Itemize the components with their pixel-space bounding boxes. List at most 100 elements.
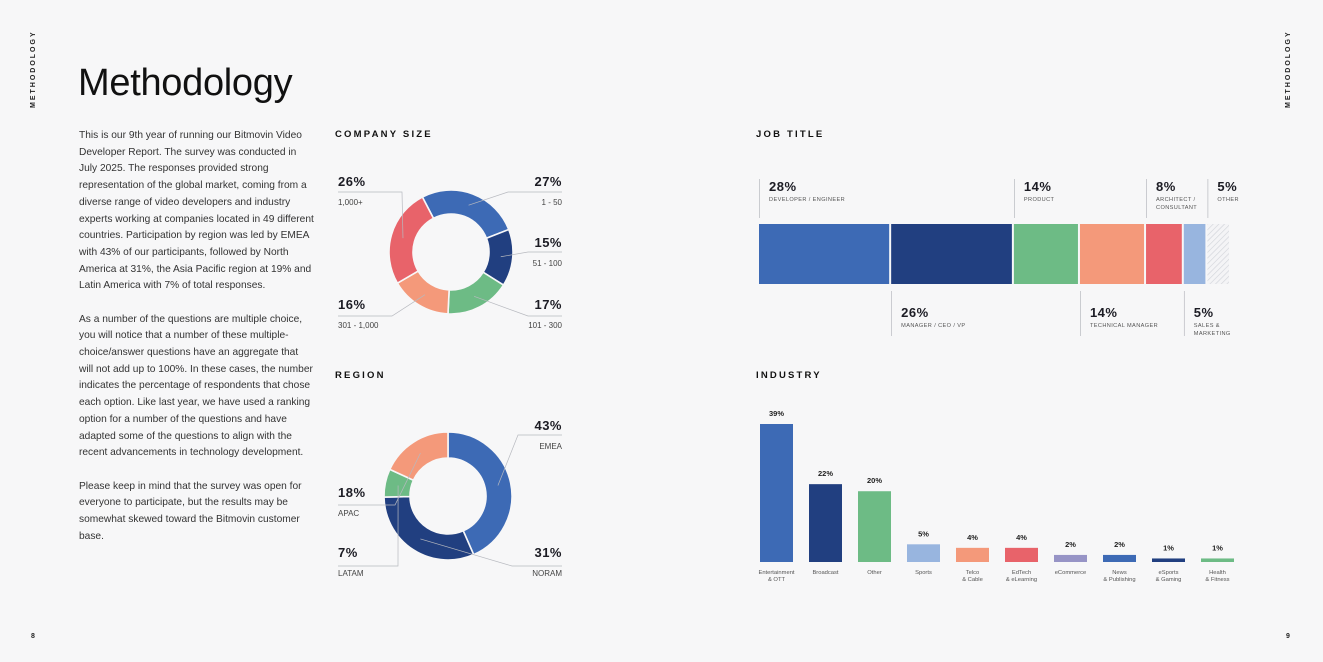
segment-percent: 14% <box>1090 305 1118 320</box>
leader-line <box>338 452 421 506</box>
industry-bar <box>1152 558 1185 562</box>
slice-label: 1 - 50 <box>542 198 563 207</box>
job-title-segment <box>891 224 1012 284</box>
slice-percent: 31% <box>534 545 562 560</box>
job-title-segment <box>1079 224 1145 284</box>
job-title-segment <box>1146 224 1182 284</box>
bar-category-label: Entertainment <box>758 570 794 576</box>
slice-percent: 27% <box>534 174 562 189</box>
leader-line <box>500 251 562 258</box>
slice-label: 51 - 100 <box>533 259 563 268</box>
intro-text: This is our 9th year of running our Bitm… <box>79 128 315 562</box>
bar-value-label: 2% <box>1065 540 1076 549</box>
bar-value-label: 39% <box>769 409 784 418</box>
bar-category-label: Telco <box>966 570 980 576</box>
bar-value-label: 1% <box>1212 543 1223 552</box>
intro-paragraph: Please keep in mind that the survey was … <box>79 480 302 542</box>
leader-line <box>468 191 562 206</box>
leader-line <box>473 296 562 317</box>
segment-label: PRODUCT <box>1024 197 1055 203</box>
segment-label: MARKETING <box>1194 331 1231 337</box>
bar-category-label: & eLearning <box>1006 577 1037 583</box>
leader-line <box>497 434 562 486</box>
industry-title: INDUSTRY <box>756 370 822 381</box>
segment-label: MANAGER / CEO / VP <box>901 323 965 329</box>
slice-percent: 7% <box>338 545 358 560</box>
slice-label: 1,000+ <box>338 198 363 207</box>
segment-label: SALES & <box>1194 323 1220 329</box>
slice-percent: 26% <box>338 174 366 189</box>
industry-bar <box>1103 554 1136 562</box>
segment-percent: 5% <box>1217 179 1237 194</box>
segment-label: DEVELOPER / ENGINEER <box>769 197 845 203</box>
bar-category-label: & Fitness <box>1205 577 1229 583</box>
donut-slice <box>388 195 435 285</box>
industry-bar <box>1201 558 1234 562</box>
industry-bar <box>858 491 891 562</box>
bar-category-label: EdTech <box>1012 570 1031 576</box>
industry-bar <box>1054 554 1087 562</box>
slice-percent: 43% <box>534 418 562 433</box>
page-number-right: 9 <box>1286 633 1290 640</box>
segment-label: CONSULTANT <box>1156 205 1197 211</box>
industry-bar <box>809 484 842 562</box>
bar-category-label: Broadcast <box>812 570 838 576</box>
bar-category-label: eCommerce <box>1055 570 1087 576</box>
bar-value-label: 4% <box>967 533 978 542</box>
bar-value-label: 1% <box>1163 543 1174 552</box>
intro-paragraph: As a number of the questions are multipl… <box>79 313 313 459</box>
segment-label: TECHNICAL MANAGER <box>1090 323 1158 329</box>
region-title: REGION <box>335 370 386 381</box>
bar-category-label: & OTT <box>768 577 786 583</box>
intro-paragraph: This is our 9th year of running our Bitm… <box>79 130 314 292</box>
bar-category-label: Health <box>1209 570 1226 576</box>
segment-percent: 14% <box>1024 179 1052 194</box>
slice-label: 101 - 300 <box>528 321 562 330</box>
job-title-title: JOB TITLE <box>756 129 825 140</box>
leader-line <box>420 538 562 567</box>
slice-percent: 17% <box>534 297 562 312</box>
job-title-segment <box>1013 224 1078 284</box>
page-title: Methodology <box>78 62 293 104</box>
leader-line <box>338 294 426 317</box>
company-size-title: COMPANY SIZE <box>335 129 433 140</box>
segment-percent: 8% <box>1156 179 1176 194</box>
job-title-segment <box>1183 224 1206 284</box>
bar-category-label: & Publishing <box>1103 577 1135 583</box>
page-number-left: 8 <box>31 633 35 640</box>
donut-slice <box>447 431 513 556</box>
slice-percent: 16% <box>338 297 366 312</box>
industry-bar <box>1005 547 1038 562</box>
bar-category-label: Sports <box>915 570 932 576</box>
bar-value-label: 2% <box>1114 540 1125 549</box>
bar-value-label: 20% <box>867 476 882 485</box>
industry-bar <box>907 544 940 562</box>
segment-percent: 28% <box>769 179 797 194</box>
bar-value-label: 5% <box>918 529 929 538</box>
segment-percent: 26% <box>901 305 929 320</box>
bar-category-label: & Gaming <box>1156 577 1182 583</box>
industry-bar <box>956 547 989 562</box>
bar-value-label: 22% <box>818 469 833 478</box>
slice-label: EMEA <box>539 442 562 451</box>
slice-label: NORAM <box>532 569 562 578</box>
bar-category-label: Other <box>867 570 882 576</box>
leader-line <box>338 191 404 239</box>
industry-bar <box>760 424 793 562</box>
slice-label: APAC <box>338 509 359 518</box>
job-title-segment <box>1207 224 1229 284</box>
bar-category-label: News <box>1112 570 1127 576</box>
job-title-segment <box>759 224 890 284</box>
bar-category-label: & Cable <box>962 577 983 583</box>
slice-label: LATAM <box>338 569 364 578</box>
slice-percent: 15% <box>534 235 562 250</box>
segment-label: ARCHITECT / <box>1156 197 1195 203</box>
bar-value-label: 4% <box>1016 533 1027 542</box>
slice-label: 301 - 1,000 <box>338 321 379 330</box>
slice-percent: 18% <box>338 485 366 500</box>
leader-line <box>338 485 399 567</box>
